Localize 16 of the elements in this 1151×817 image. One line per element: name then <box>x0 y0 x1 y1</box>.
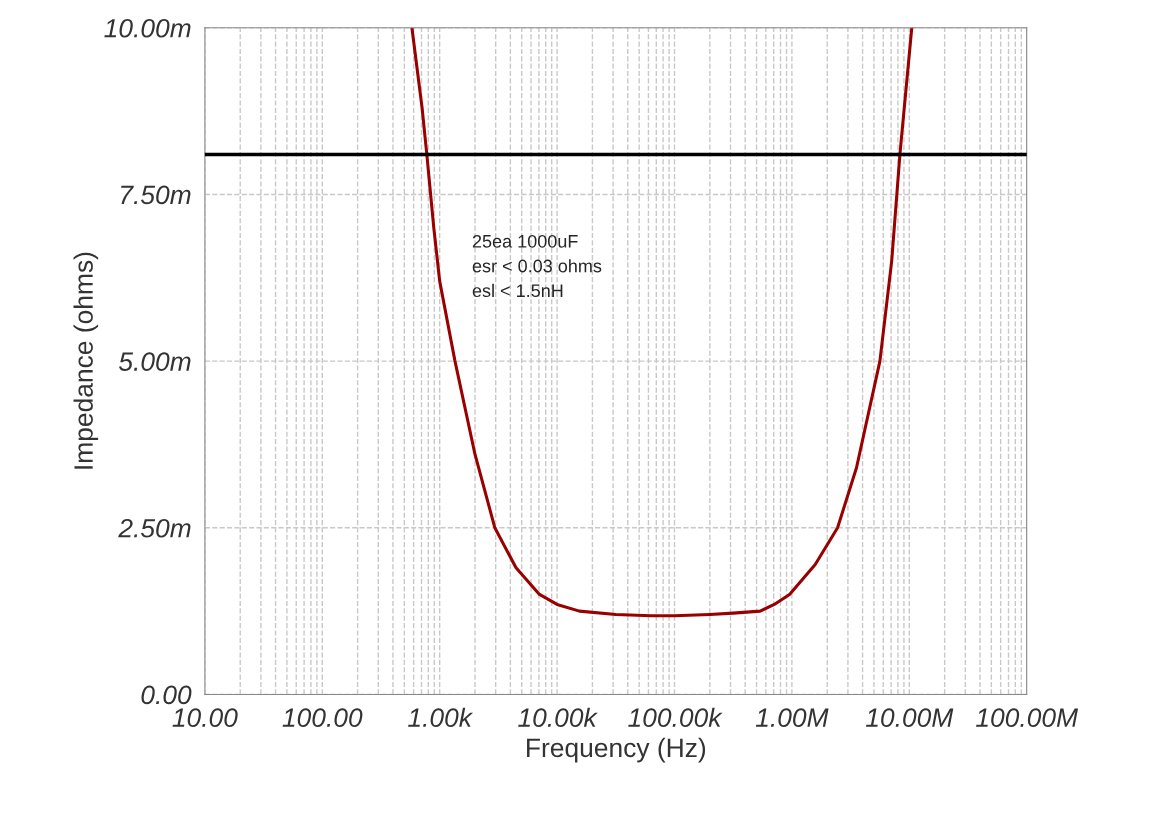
y-tick-label: 0.00 <box>141 685 192 705</box>
x-tick-label: 10.00M <box>865 708 954 728</box>
x-tick-label: 1.00M <box>755 708 829 728</box>
x-tick-label: 1.00k <box>408 707 474 728</box>
y-tick-label: 2.50m <box>118 518 191 538</box>
x-tick-label: 10.00 <box>172 708 238 728</box>
annotation: 25ea 1000uF esr < 0.03 ohms esl < 1.5nH <box>472 234 602 298</box>
y-tick-label: 10.00m <box>104 18 191 38</box>
y-axis-title: Impedance (ohms) <box>73 252 99 469</box>
x-tick-label: 10.00k <box>518 707 598 728</box>
y-tick-label: 7.50m <box>121 185 191 205</box>
y-tick-label: 5.00m <box>118 352 191 371</box>
x-tick-label: 100.00 <box>282 708 363 728</box>
x-axis-title: Frequency (Hz) <box>527 737 706 763</box>
x-tick-label: 100.00M <box>976 708 1079 728</box>
x-tick-label: 100.00k <box>628 707 723 728</box>
